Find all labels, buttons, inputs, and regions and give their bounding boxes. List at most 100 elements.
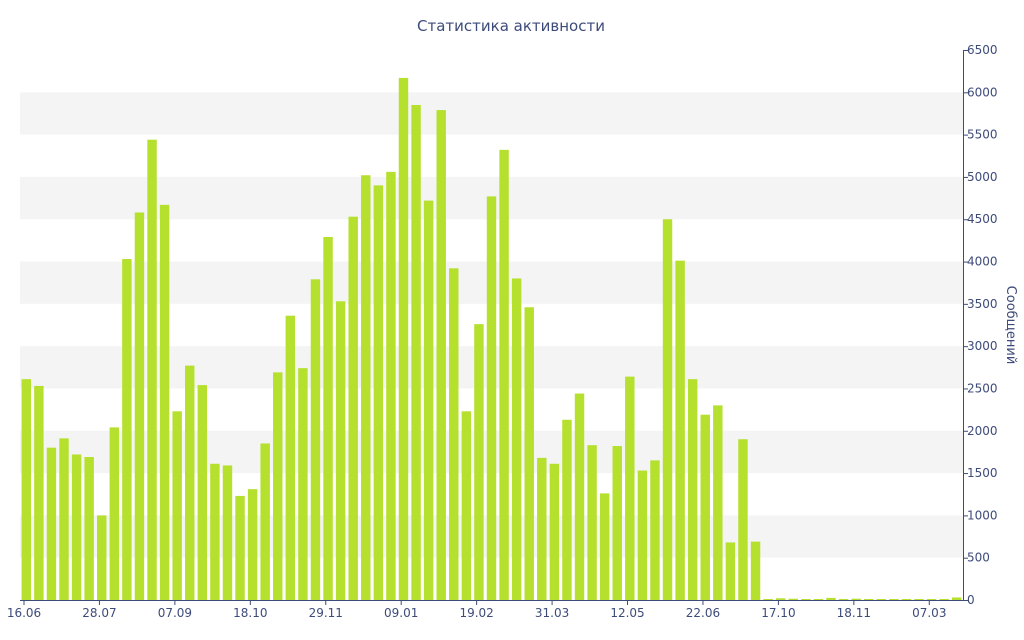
bar bbox=[273, 372, 283, 600]
bar bbox=[876, 599, 886, 600]
bar bbox=[247, 489, 258, 600]
bar bbox=[423, 200, 434, 600]
x-tick-label: 22.06 bbox=[686, 606, 720, 620]
chart-title: Статистика активности bbox=[417, 17, 605, 35]
bar bbox=[97, 515, 107, 600]
bar bbox=[335, 301, 346, 600]
y-tick-label: 5000 bbox=[967, 170, 998, 184]
bar bbox=[59, 438, 69, 600]
bar bbox=[863, 599, 874, 600]
x-tick-label: 18.10 bbox=[233, 606, 267, 620]
bar bbox=[700, 414, 710, 600]
bar bbox=[675, 260, 685, 600]
bar bbox=[838, 599, 849, 600]
y-tick-label: 6000 bbox=[967, 85, 998, 99]
bar bbox=[373, 185, 384, 600]
bar bbox=[222, 465, 233, 600]
bar bbox=[851, 598, 861, 600]
bar bbox=[235, 495, 245, 600]
bar bbox=[474, 324, 484, 600]
bar bbox=[537, 457, 547, 600]
bar bbox=[511, 278, 522, 600]
bar bbox=[939, 599, 949, 600]
y-tick-label: 6500 bbox=[967, 43, 998, 57]
bar bbox=[889, 599, 899, 600]
y-axis-title: Сообщений bbox=[1003, 286, 1018, 365]
bar bbox=[926, 599, 937, 600]
bar bbox=[84, 457, 94, 600]
x-tick-label: 19.02 bbox=[459, 606, 493, 620]
bar bbox=[122, 259, 132, 600]
bar bbox=[499, 149, 509, 600]
bar bbox=[813, 599, 824, 600]
x-tick-label: 07.03 bbox=[912, 606, 946, 620]
x-tick-label: 07.09 bbox=[158, 606, 192, 620]
x-tick-label: 16.06 bbox=[7, 606, 41, 620]
bar bbox=[159, 204, 170, 600]
bar bbox=[687, 379, 698, 600]
bar bbox=[449, 268, 459, 600]
grid-band bbox=[20, 92, 963, 135]
x-tick-label: 18.11 bbox=[837, 606, 871, 620]
bar bbox=[323, 237, 333, 600]
bar bbox=[21, 379, 31, 600]
bar bbox=[914, 599, 924, 600]
bar bbox=[801, 599, 811, 600]
x-tick-label: 31.03 bbox=[535, 606, 569, 620]
x-tick-label: 09.01 bbox=[384, 606, 418, 620]
x-tick-label: 17.10 bbox=[761, 606, 795, 620]
y-tick-label: 1000 bbox=[967, 508, 998, 522]
y-tick-label: 4500 bbox=[967, 212, 998, 226]
bar bbox=[637, 470, 648, 600]
bar bbox=[298, 368, 308, 600]
bar bbox=[71, 454, 82, 600]
bar bbox=[172, 411, 182, 600]
bar bbox=[348, 216, 358, 600]
bar bbox=[260, 443, 270, 600]
bar bbox=[210, 463, 220, 600]
bar bbox=[650, 460, 660, 600]
bar bbox=[612, 446, 622, 600]
bar bbox=[147, 139, 157, 600]
bar bbox=[486, 196, 497, 600]
y-tick-label: 3500 bbox=[967, 297, 998, 311]
bar bbox=[310, 279, 321, 600]
x-axis-ticks: 16.06 28.07 07.09 18.10 29.11 09.01 19.02 31.03… bbox=[7, 600, 946, 620]
bar bbox=[763, 599, 773, 600]
bar bbox=[46, 447, 57, 600]
y-axis-ticks: 0 500 1000 1500 2000 2500 3000 3500 4000 4500 5000… bbox=[963, 43, 998, 607]
bar bbox=[285, 315, 296, 600]
bar bbox=[524, 307, 534, 600]
bar bbox=[361, 175, 371, 601]
y-tick-label: 1500 bbox=[967, 466, 998, 480]
bar bbox=[411, 105, 421, 600]
bar bbox=[901, 599, 912, 600]
bar bbox=[436, 110, 446, 600]
bar bbox=[826, 597, 836, 600]
bar bbox=[952, 597, 962, 600]
x-tick-label: 12.05 bbox=[610, 606, 644, 620]
y-tick-label: 2500 bbox=[967, 381, 998, 395]
y-tick-label: 500 bbox=[967, 551, 990, 565]
bar bbox=[461, 411, 472, 600]
bar bbox=[34, 385, 44, 600]
x-tick-label: 28.07 bbox=[82, 606, 116, 620]
y-tick-label: 5500 bbox=[967, 128, 998, 142]
bar bbox=[398, 77, 409, 601]
bar bbox=[109, 427, 120, 600]
bar bbox=[587, 445, 597, 600]
bar bbox=[713, 405, 723, 600]
bar bbox=[574, 393, 585, 600]
bar bbox=[662, 219, 673, 601]
y-tick-label: 4000 bbox=[967, 255, 998, 269]
bar bbox=[599, 493, 610, 600]
bar bbox=[185, 365, 195, 600]
bar bbox=[562, 419, 572, 600]
y-tick-label: 0 bbox=[967, 593, 975, 607]
bar bbox=[386, 171, 396, 600]
bar bbox=[775, 598, 786, 600]
bar bbox=[788, 598, 798, 600]
bar bbox=[750, 541, 761, 600]
